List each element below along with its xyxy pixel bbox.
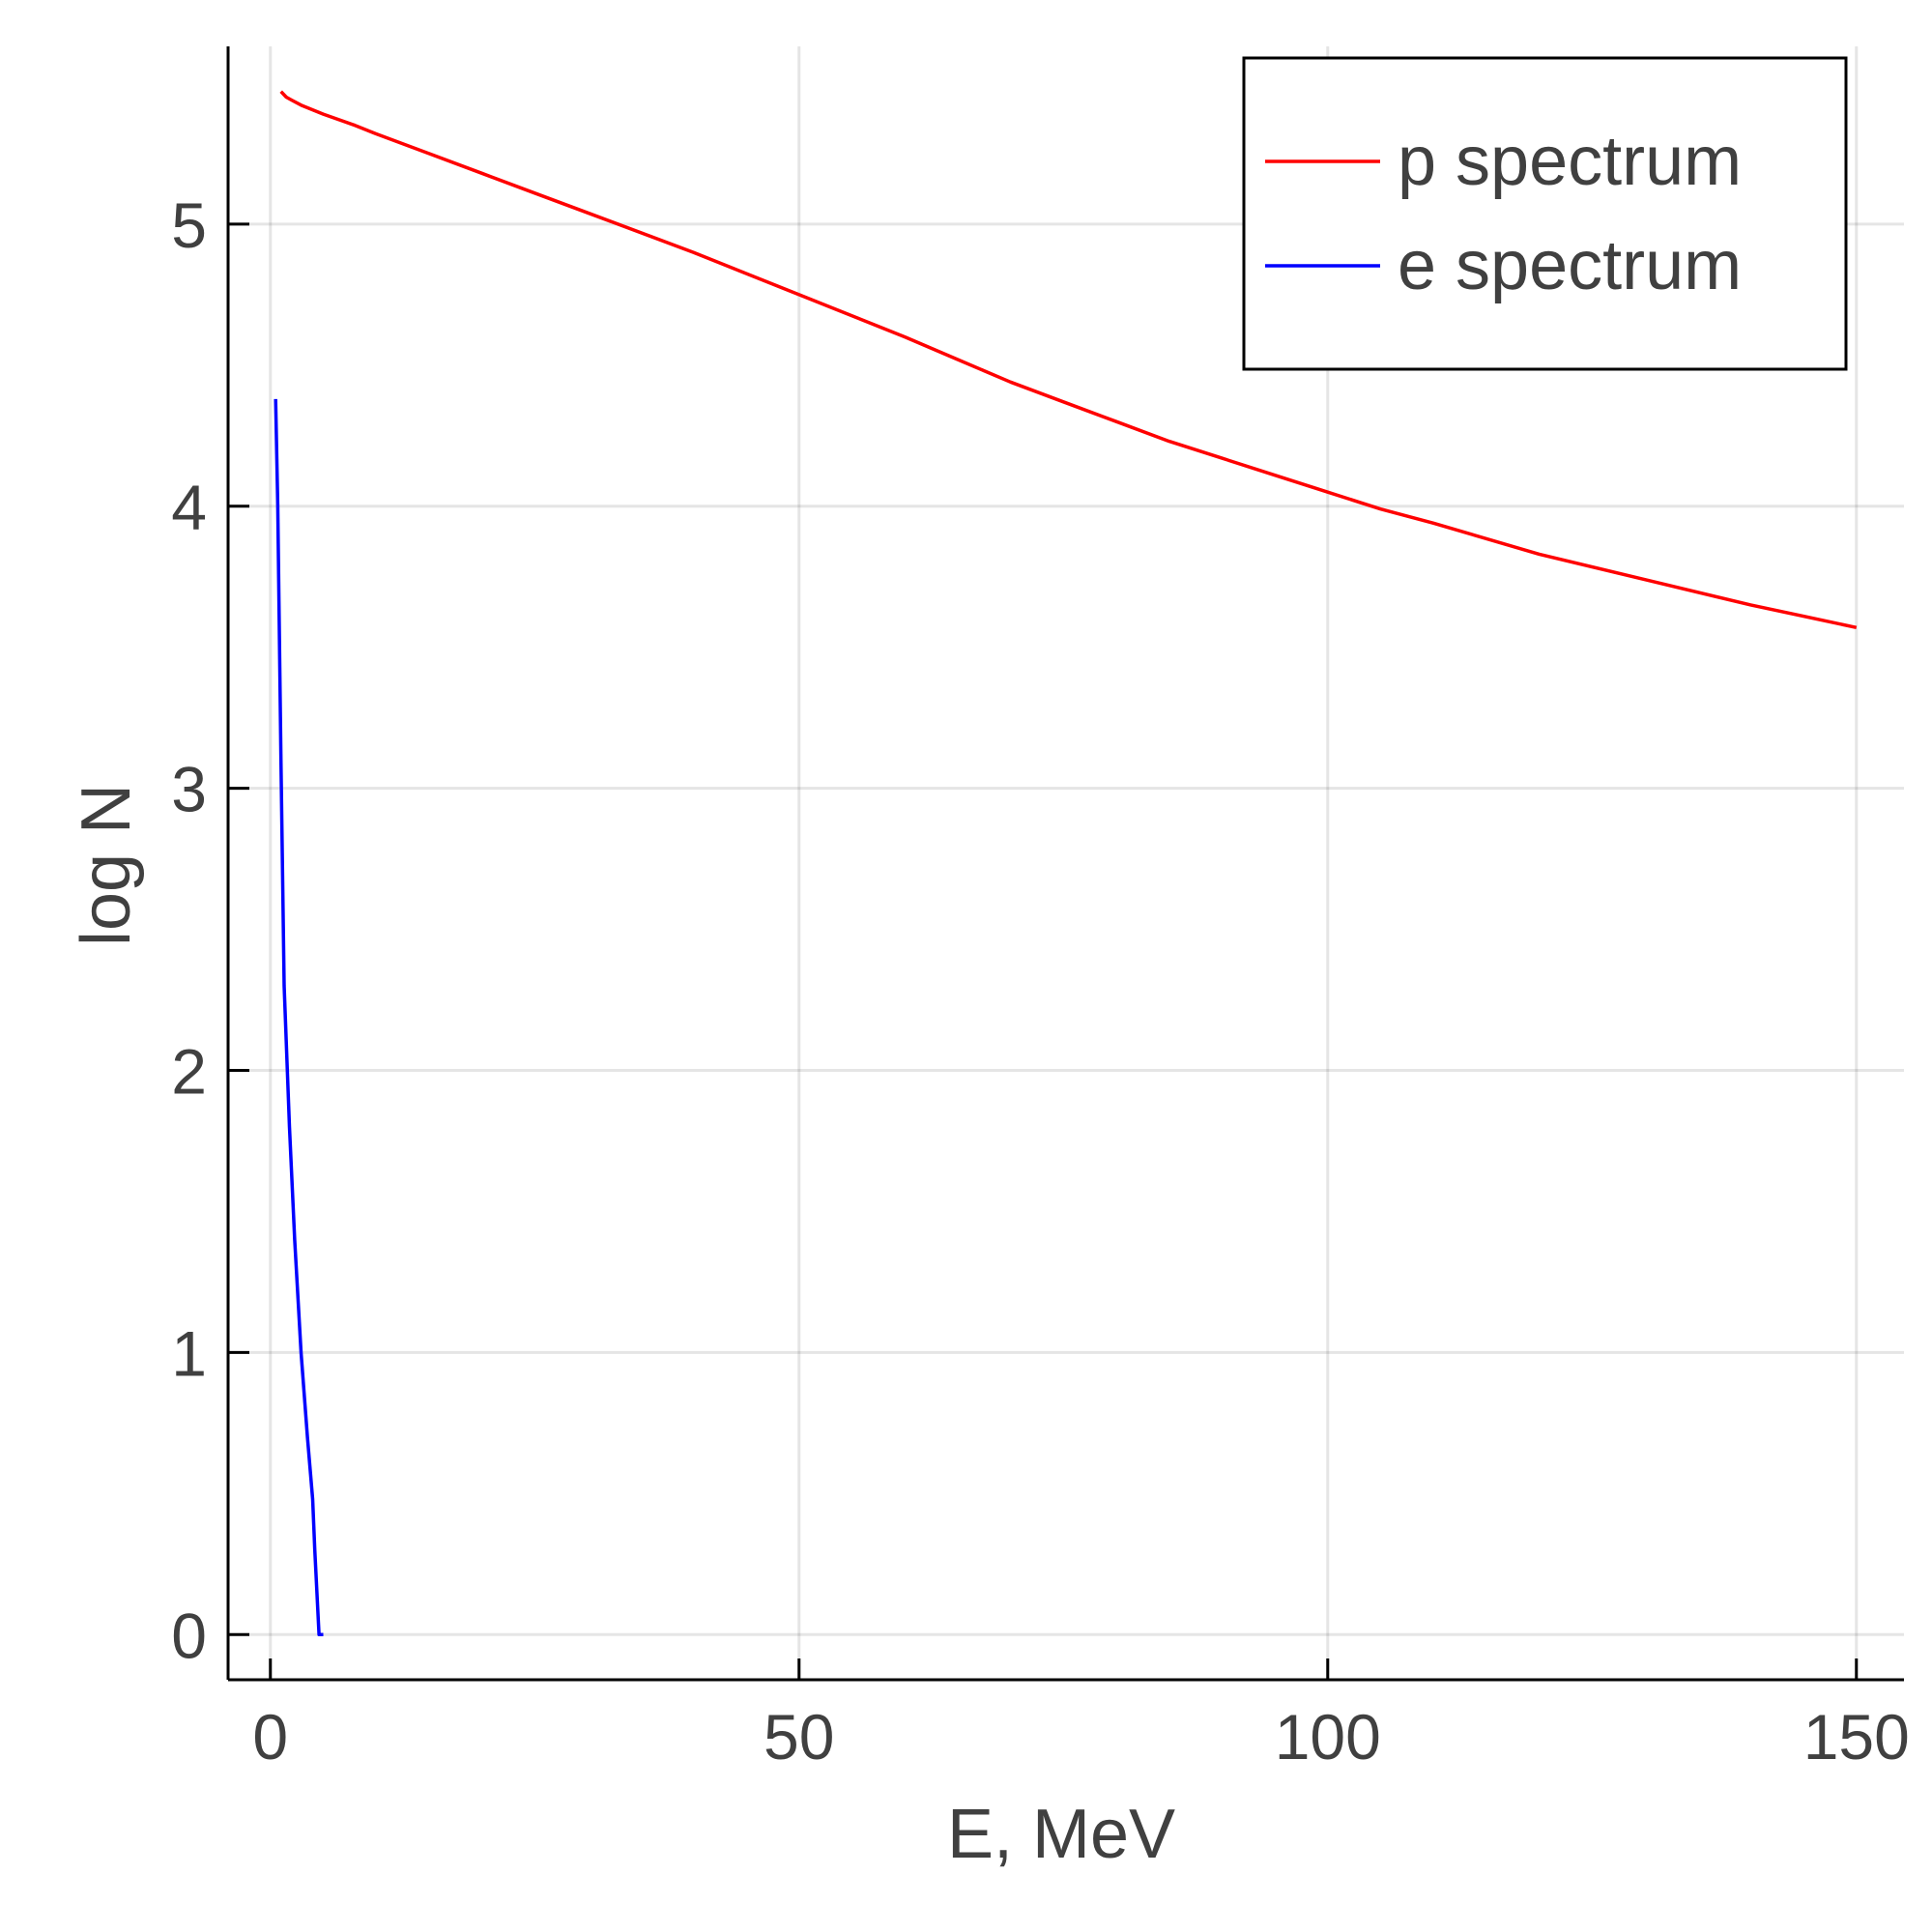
x-tick-label: 150 — [1803, 1701, 1910, 1773]
legend-label: e spectrum — [1398, 227, 1742, 304]
y-tick-label: 1 — [171, 1317, 207, 1389]
legend: p spectrum e spectrum — [1242, 56, 1848, 371]
y-tick-label: 4 — [171, 472, 207, 543]
x-tick-label: 50 — [764, 1701, 834, 1773]
y-tick-label: 2 — [171, 1036, 207, 1108]
x-tick-label: 100 — [1275, 1701, 1381, 1773]
x-axis-label: E, MeV — [947, 1796, 1175, 1873]
y-tick-label: 0 — [171, 1600, 207, 1671]
x-tick-label: 0 — [252, 1701, 288, 1773]
ticks: 0 50 100 150 0 1 2 3 4 5 — [171, 189, 1910, 1773]
axes — [226, 46, 1904, 1682]
y-tick-label: 3 — [171, 754, 207, 825]
series-line-e — [274, 398, 324, 1637]
legend-box — [1242, 56, 1848, 371]
y-axis-label: log N — [68, 784, 145, 946]
series-lines — [274, 90, 1858, 1637]
series-line-p — [279, 90, 1858, 630]
legend-label: p spectrum — [1398, 123, 1742, 200]
y-tick-label: 5 — [171, 189, 207, 261]
